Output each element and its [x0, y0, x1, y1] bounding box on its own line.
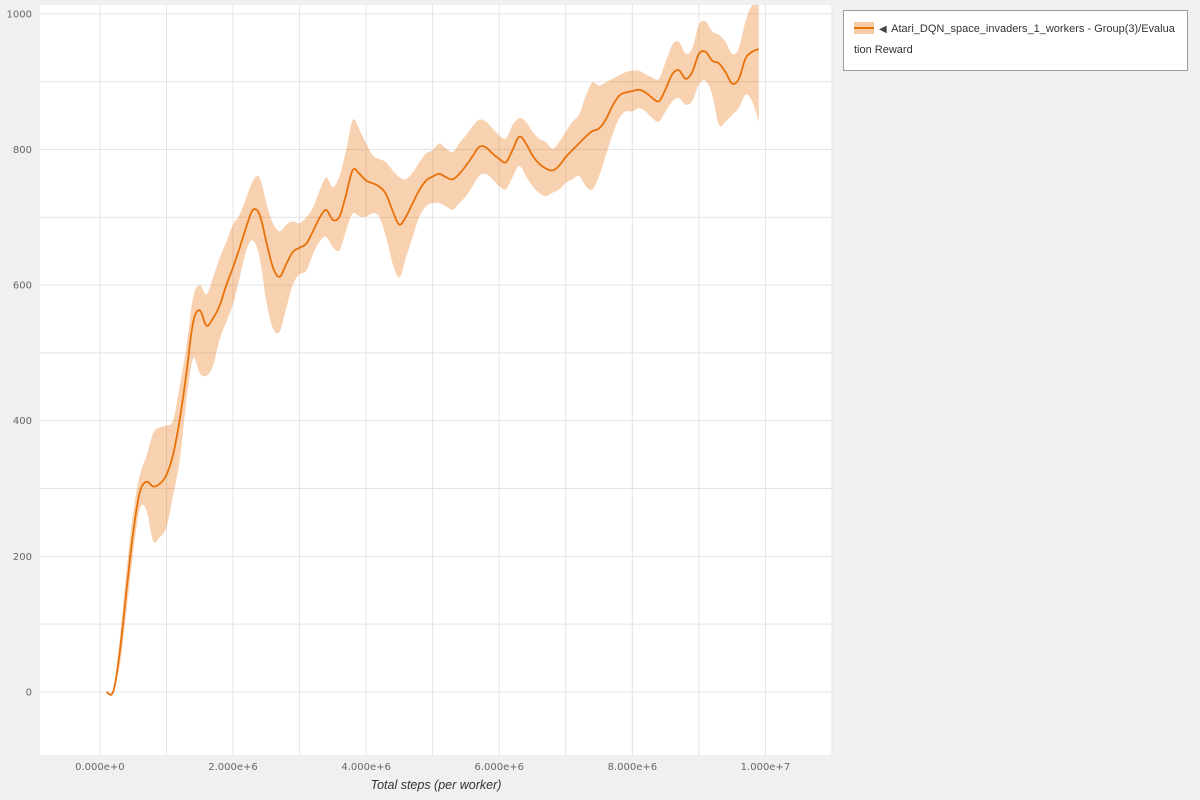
- chart-panel: 0.000e+0 2.000e+6 4.000e+6 6.000e+6 8.000e+6…: [0, 0, 850, 792]
- gridlines: [40, 5, 833, 755]
- legend[interactable]: ◀ Atari_DQN_space_invaders_1_workers - G…: [843, 10, 1188, 71]
- svg-text:0.000e+0: 0.000e+0: [75, 762, 125, 773]
- legend-series-glyph: [854, 22, 874, 34]
- mean-line: [106, 48, 760, 696]
- svg-text:1.000e+7: 1.000e+7: [741, 762, 791, 773]
- svg-text:200: 200: [13, 552, 32, 563]
- reward-line-chart[interactable]: 0.000e+0 2.000e+6 4.000e+6 6.000e+6 8.000e+6…: [0, 0, 850, 776]
- x-axis-title: Total steps (per worker): [370, 778, 502, 792]
- plot-background: [40, 5, 832, 755]
- legend-collapse-icon[interactable]: ◀: [879, 24, 887, 35]
- svg-text:2.000e+6: 2.000e+6: [208, 762, 258, 773]
- confidence-band: [106, 5, 759, 696]
- svg-text:600: 600: [13, 281, 32, 292]
- svg-text:1000: 1000: [7, 9, 32, 20]
- svg-text:400: 400: [13, 416, 32, 427]
- svg-text:6.000e+6: 6.000e+6: [474, 762, 524, 773]
- svg-text:4.000e+6: 4.000e+6: [341, 762, 391, 773]
- axis-tick-labels: 0.000e+0 2.000e+6 4.000e+6 6.000e+6 8.000e+6…: [7, 9, 791, 773]
- svg-text:0: 0: [26, 687, 32, 698]
- legend-series-label[interactable]: Atari_DQN_space_invaders_1_workers - Gro…: [854, 23, 1175, 57]
- line-swatch: [854, 27, 874, 29]
- svg-text:8.000e+6: 8.000e+6: [608, 762, 658, 773]
- svg-text:800: 800: [13, 145, 32, 156]
